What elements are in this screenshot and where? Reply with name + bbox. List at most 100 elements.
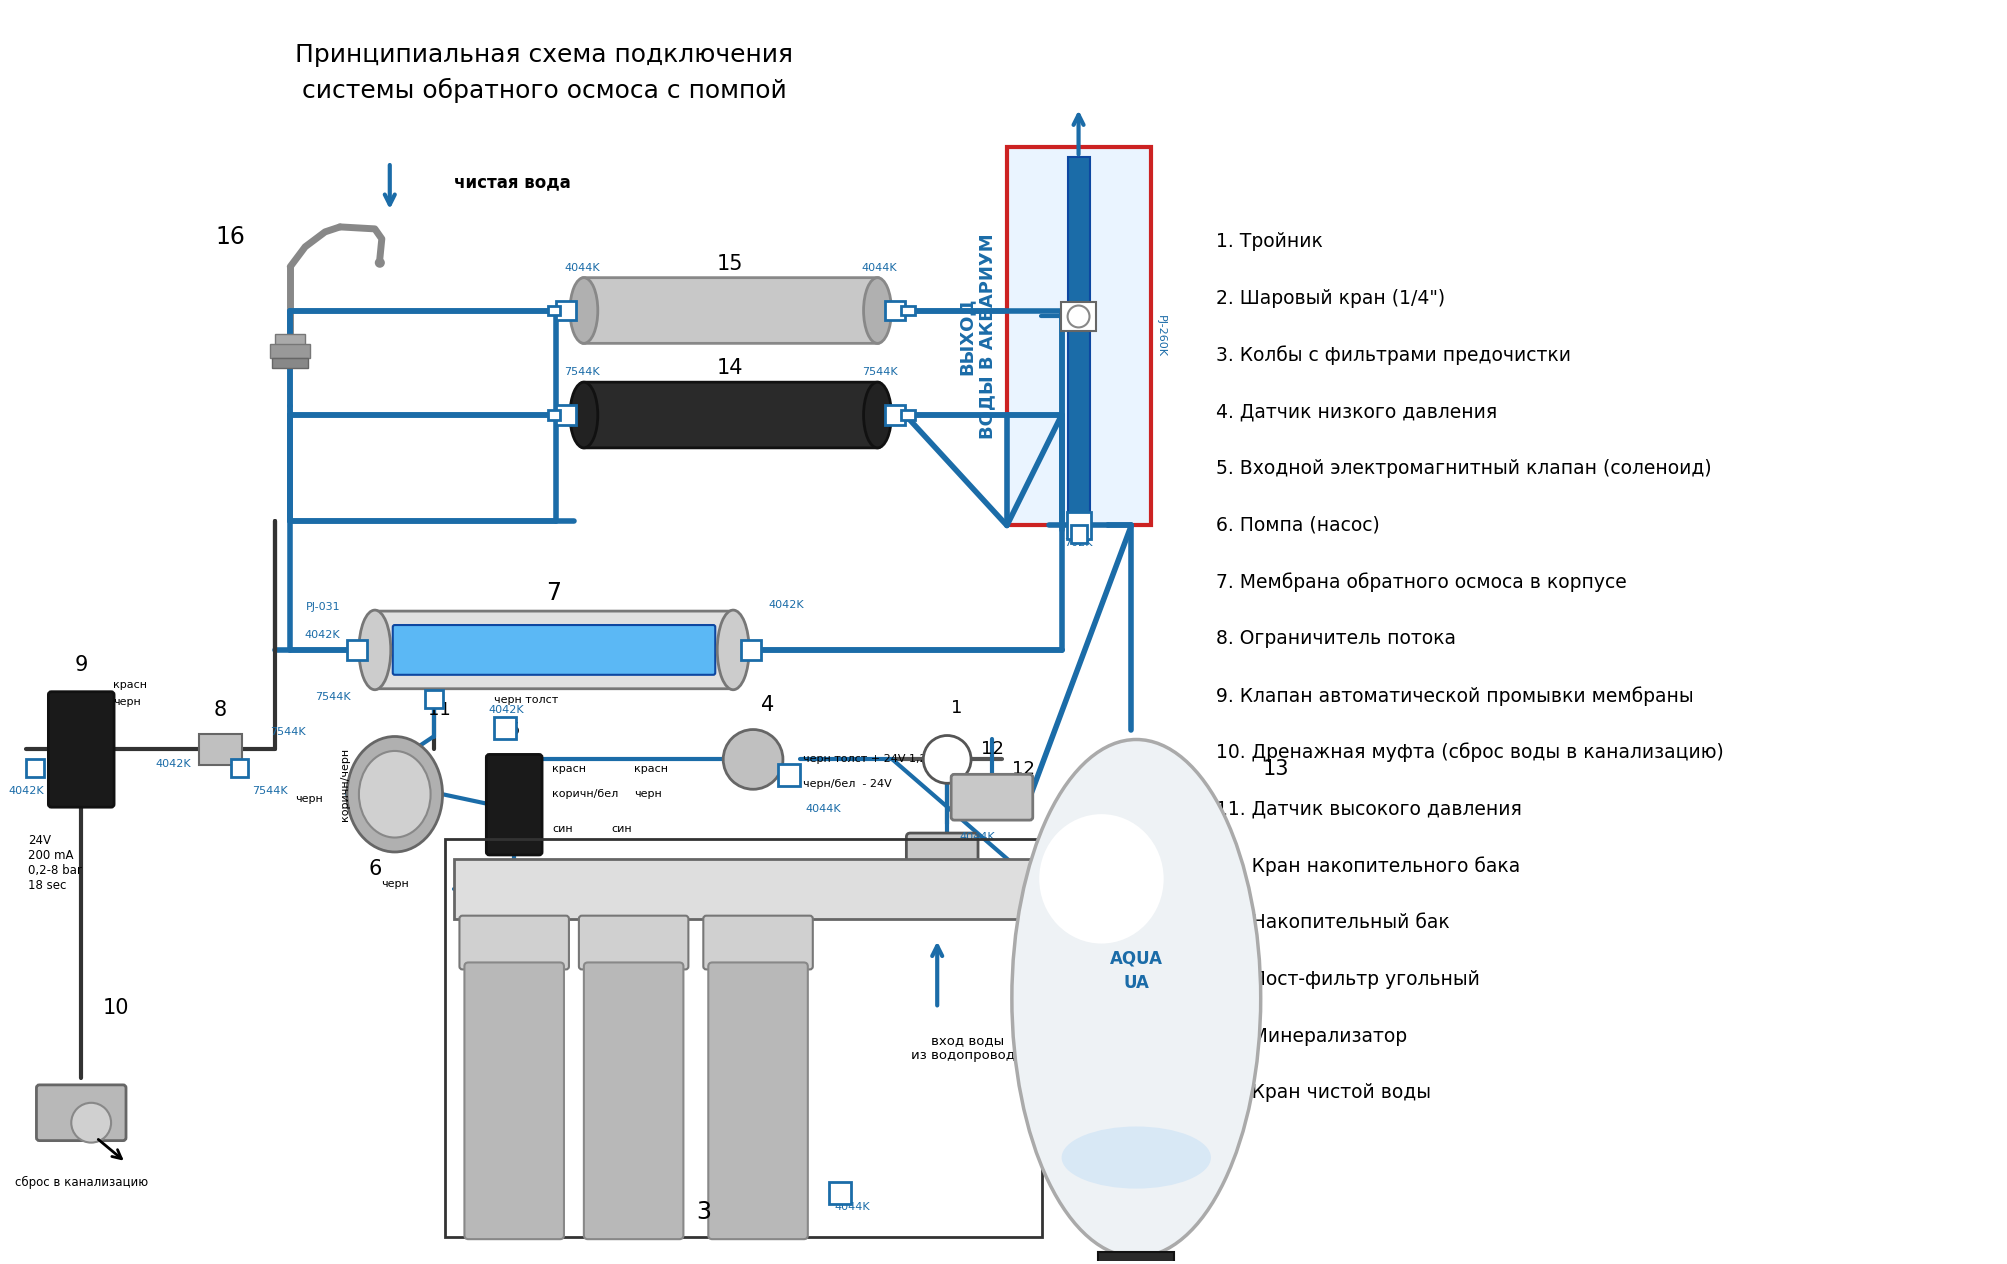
Text: 12: 12 <box>979 741 1004 758</box>
Bar <box>1068 157 1090 516</box>
Text: 14: 14 <box>716 358 743 378</box>
Ellipse shape <box>347 737 442 852</box>
Text: UA: UA <box>1122 975 1148 992</box>
Text: син: син <box>612 824 632 834</box>
FancyBboxPatch shape <box>702 915 813 969</box>
Text: 7544K: 7544K <box>861 368 897 377</box>
Bar <box>444 839 1042 1237</box>
Text: 6: 6 <box>367 860 381 878</box>
FancyBboxPatch shape <box>460 915 568 969</box>
FancyBboxPatch shape <box>393 624 714 675</box>
Bar <box>901 306 915 316</box>
Bar <box>556 301 576 321</box>
Text: 4044K: 4044K <box>959 832 993 842</box>
Text: 7544K: 7544K <box>564 368 600 377</box>
Bar <box>273 358 307 368</box>
Bar <box>199 733 243 766</box>
FancyBboxPatch shape <box>708 962 807 1239</box>
Bar <box>275 335 305 353</box>
Ellipse shape <box>375 259 383 267</box>
Text: 7. Мембрана обратного осмоса в корпусе: 7. Мембрана обратного осмоса в корпусе <box>1216 573 1626 592</box>
Text: системы обратного осмоса с помпой: системы обратного осмоса с помпой <box>301 78 787 104</box>
Text: 8. Ограничитель потока: 8. Ограничитель потока <box>1216 629 1455 648</box>
Text: син: син <box>552 824 572 834</box>
Text: красн: красн <box>552 765 586 775</box>
Bar <box>26 760 44 777</box>
Bar <box>881 868 903 891</box>
Text: 4042K: 4042K <box>8 786 44 796</box>
FancyBboxPatch shape <box>580 278 881 344</box>
Ellipse shape <box>570 382 598 447</box>
Text: 4042K: 4042K <box>157 760 191 770</box>
Text: 2: 2 <box>951 803 963 822</box>
Bar <box>901 410 915 420</box>
Bar <box>454 860 1032 919</box>
Text: 702K: 702K <box>1064 538 1092 549</box>
Text: 7544K: 7544K <box>253 786 289 796</box>
Text: Принципиальная схема подключения: Принципиальная схема подключения <box>295 43 793 67</box>
Text: 4044K: 4044K <box>861 263 897 273</box>
Text: черн толст: черн толст <box>494 695 558 705</box>
Text: черн: черн <box>634 789 660 799</box>
Bar <box>885 301 905 321</box>
Text: черн толст: черн толст <box>355 770 419 780</box>
FancyBboxPatch shape <box>48 691 114 808</box>
Bar <box>1070 526 1086 544</box>
Text: 16: 16 <box>215 225 245 249</box>
Ellipse shape <box>863 278 891 344</box>
Ellipse shape <box>863 382 891 447</box>
Ellipse shape <box>70 1102 110 1143</box>
Bar <box>347 640 367 660</box>
Ellipse shape <box>1040 814 1164 943</box>
Text: 7544K: 7544K <box>271 727 305 737</box>
Bar <box>548 410 560 420</box>
Text: 5: 5 <box>508 720 520 738</box>
Text: 10: 10 <box>102 999 128 1019</box>
Text: 16. Кран чистой воды: 16. Кран чистой воды <box>1216 1083 1431 1102</box>
Text: 2. Шаровый кран (1/4"): 2. Шаровый кран (1/4") <box>1216 289 1445 308</box>
Text: 13: 13 <box>1262 760 1288 780</box>
Ellipse shape <box>1068 306 1090 327</box>
Text: PJ-260K: PJ-260K <box>1156 316 1166 358</box>
Text: 13. Накопительный бак: 13. Накопительный бак <box>1216 913 1449 932</box>
Text: 4: 4 <box>761 695 775 714</box>
Text: 12: 12 <box>1012 761 1034 779</box>
Text: сброс в канализацию: сброс в канализацию <box>14 1176 149 1189</box>
Ellipse shape <box>1012 739 1260 1258</box>
Text: 4042K: 4042K <box>767 600 803 611</box>
Text: 24V
200 mA
0,2-8 bar
18 sec: 24V 200 mA 0,2-8 bar 18 sec <box>28 834 82 892</box>
Text: черн: черн <box>112 696 140 707</box>
Text: AQUA: AQUA <box>1110 949 1162 967</box>
Text: вход воды
из водопровода: вход воды из водопровода <box>911 1034 1024 1062</box>
Text: чистая вода: чистая вода <box>454 173 570 191</box>
Text: 10. Дренажная муфта (сброс воды в канализацию): 10. Дренажная муфта (сброс воды в канали… <box>1216 742 1722 762</box>
Text: 3. Колбы с фильтрами предочистки: 3. Колбы с фильтрами предочистки <box>1216 345 1569 365</box>
Text: 4042K: 4042K <box>488 704 524 714</box>
Text: 5. Входной электромагнитный клапан (соленоид): 5. Входной электромагнитный клапан (соле… <box>1216 459 1710 478</box>
Text: 7544K: 7544K <box>315 691 351 702</box>
Text: черн: черн <box>295 794 323 804</box>
Text: 8: 8 <box>215 700 227 719</box>
FancyBboxPatch shape <box>584 962 682 1239</box>
Text: ВЫХОД
ВОДЫ В АКВАРИУМ: ВЫХОД ВОДЫ В АКВАРИУМ <box>957 234 995 439</box>
Bar <box>271 344 309 358</box>
Text: 4. Датчик низкого давления: 4. Датчик низкого давления <box>1216 402 1497 421</box>
Text: красн: красн <box>112 680 147 690</box>
Circle shape <box>923 736 971 784</box>
FancyBboxPatch shape <box>580 382 881 447</box>
Text: 1. Тройник: 1. Тройник <box>1216 233 1323 252</box>
Text: 11. Датчик высокого давления: 11. Датчик высокого давления <box>1216 800 1521 819</box>
Bar <box>548 306 560 316</box>
Text: 6. Помпа (насос): 6. Помпа (насос) <box>1216 516 1379 535</box>
Text: 4044K: 4044K <box>787 863 823 873</box>
Bar <box>829 1182 851 1205</box>
Bar <box>231 760 249 777</box>
FancyBboxPatch shape <box>951 775 1032 820</box>
Text: 12. Кран накопительного бака: 12. Кран накопительного бака <box>1216 856 1519 876</box>
Text: 4044K: 4044K <box>805 804 841 814</box>
Bar <box>494 717 516 738</box>
Bar <box>1006 148 1150 526</box>
Text: 4044K: 4044K <box>564 263 600 273</box>
Text: 4044K: 4044K <box>835 1202 869 1212</box>
Text: 15. Минерализатор: 15. Минерализатор <box>1216 1026 1407 1045</box>
